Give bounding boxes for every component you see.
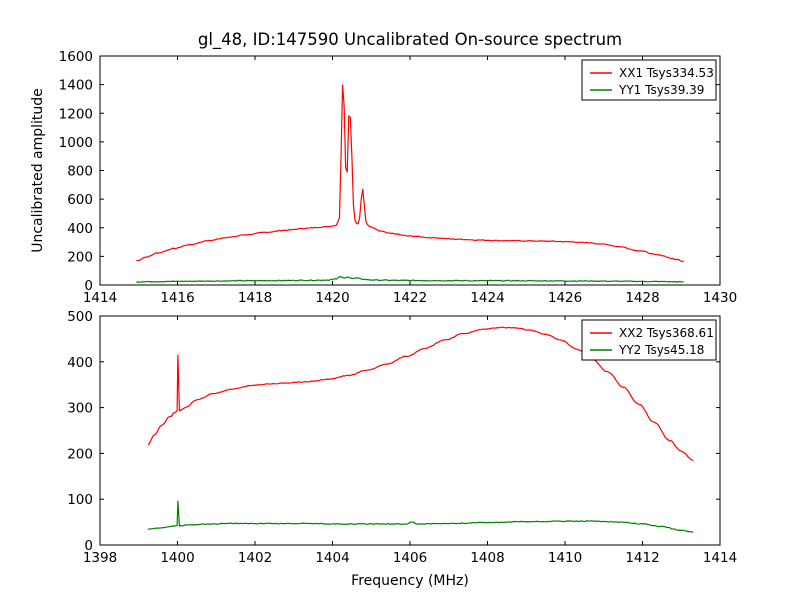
legend-box [581, 59, 717, 101]
legend-bottom: XX2 Tsys368.61 YY2 Tsys45.18 [581, 319, 717, 361]
y-tick-label: 0 [84, 278, 93, 294]
x-tick-label: 1412 [625, 550, 659, 566]
x-tick-label: 1418 [238, 290, 272, 306]
y-tick-label: 200 [67, 249, 93, 265]
y-tick-label: 1000 [59, 135, 93, 151]
x-tick-label: 1398 [83, 550, 117, 566]
x-tick-label: 1430 [703, 290, 737, 306]
legend-box [581, 319, 717, 361]
y-tick-label: 0 [84, 538, 93, 554]
legend-label: YY2 Tsys45.18 [618, 343, 704, 357]
y-tick-label: 100 [67, 492, 93, 508]
series-yy2 [147, 500, 694, 533]
y-tick-label: 500 [67, 309, 93, 325]
x-tick-label: 1414 [703, 550, 737, 566]
x-tick-label: 1428 [625, 290, 659, 306]
y-tick-label: 1600 [59, 49, 93, 65]
x-tick-label: 1400 [160, 550, 194, 566]
legend-label: YY1 Tsys39.39 [618, 83, 704, 97]
x-tick-label: 1426 [548, 290, 582, 306]
series-yy1 [136, 275, 684, 283]
x-tick-label: 1406 [393, 550, 427, 566]
y-tick-label: 200 [67, 446, 93, 462]
series-xx1 [136, 84, 684, 262]
x-tick-label: 1410 [548, 550, 582, 566]
x-tick-label: 1424 [470, 290, 504, 306]
x-tick-label: 1422 [393, 290, 427, 306]
panel-top: 1414 1416 1418 1420 1422 1424 1426 1428 1430 0 200… [30, 49, 737, 306]
x-tick-label: 1408 [470, 550, 504, 566]
x-tick-label: 1402 [238, 550, 272, 566]
legend-label: XX1 Tsys334.53 [619, 66, 714, 80]
series-xx2 [147, 326, 694, 461]
y-tick-label: 300 [67, 401, 93, 417]
y-tick-label: 400 [67, 355, 93, 371]
x-tick-label: 1420 [315, 290, 349, 306]
y-axis-label: Uncalibrated amplitude [30, 88, 46, 253]
y-tick-label: 1200 [59, 106, 93, 122]
y-tick-label: 1400 [59, 78, 93, 94]
x-axis-label: Frequency (MHz) [351, 573, 469, 589]
x-tick-label: 1414 [83, 290, 117, 306]
x-tick-label: 1404 [315, 550, 349, 566]
y-tick-label: 800 [67, 164, 93, 180]
panel-bottom: 1398 1400 1402 1404 1406 1408 1410 1412 1414 0 100… [67, 309, 737, 589]
legend-top: XX1 Tsys334.53 YY1 Tsys39.39 [581, 59, 717, 101]
y-tick-label: 400 [67, 221, 93, 237]
figure-title: gl_48, ID:147590 Uncalibrated On-source … [198, 30, 622, 50]
legend-label: XX2 Tsys368.61 [619, 326, 714, 340]
x-tick-label: 1416 [160, 290, 194, 306]
y-tick-label: 600 [67, 192, 93, 208]
